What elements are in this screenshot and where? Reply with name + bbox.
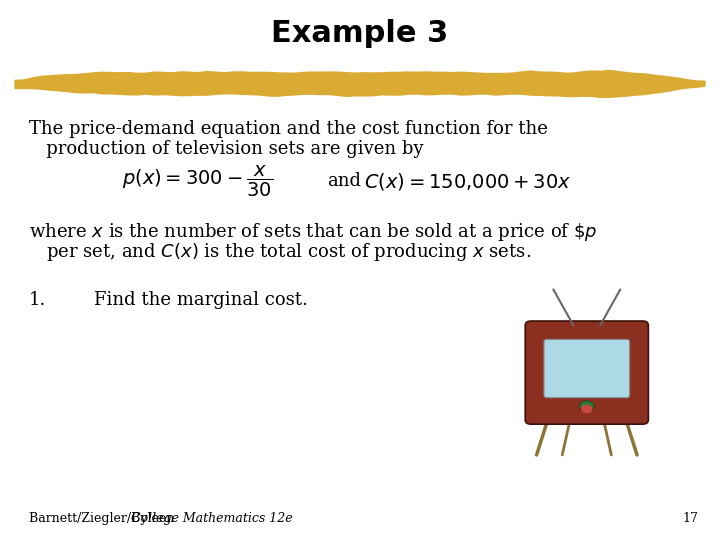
Text: per set, and $C(x)$ is the total cost of producing $x$ sets.: per set, and $C(x)$ is the total cost of… (29, 241, 531, 264)
Text: production of television sets are given by: production of television sets are given … (29, 140, 423, 158)
Text: The price-demand equation and the cost function for the: The price-demand equation and the cost f… (29, 120, 548, 138)
Text: Find the marginal cost.: Find the marginal cost. (94, 291, 307, 308)
FancyBboxPatch shape (544, 340, 629, 397)
Polygon shape (14, 70, 706, 98)
Text: 1.: 1. (29, 291, 46, 308)
Text: and: and (328, 172, 361, 191)
Text: College Mathematics 12e: College Mathematics 12e (130, 512, 292, 525)
Circle shape (581, 405, 593, 414)
FancyBboxPatch shape (525, 321, 648, 424)
Text: where $x$ is the number of sets that can be sold at a price of $\$p$: where $x$ is the number of sets that can… (29, 221, 597, 244)
Text: Barnett/Ziegler/Byleen: Barnett/Ziegler/Byleen (29, 512, 178, 525)
Text: $C(x) = 150{,}000 + 30x$: $C(x) = 150{,}000 + 30x$ (364, 171, 571, 192)
Text: 17: 17 (683, 512, 698, 525)
Text: Example 3: Example 3 (271, 19, 449, 48)
Circle shape (580, 401, 594, 411)
Text: $p(x) = 300 - \dfrac{x}{30}$: $p(x) = 300 - \dfrac{x}{30}$ (122, 164, 274, 199)
